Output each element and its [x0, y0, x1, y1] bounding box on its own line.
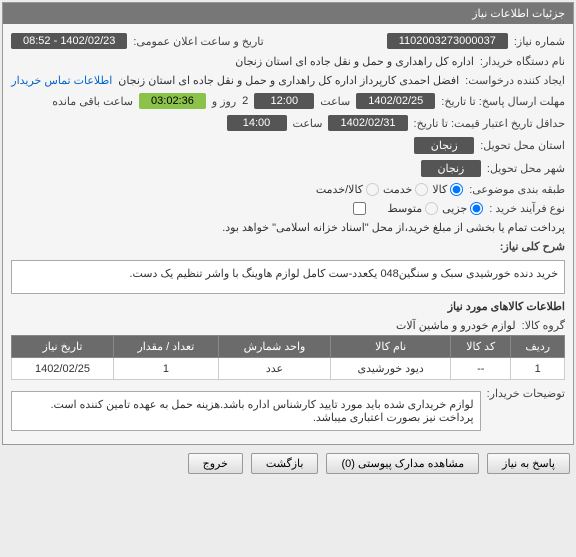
- announce-value: 1402/02/23 - 08:52: [11, 33, 127, 49]
- province-label: استان محل تحویل:: [480, 139, 565, 152]
- validity-label: حداقل تاریخ اعتبار قیمت: تا تاریخ:: [414, 117, 565, 130]
- table-row: 1 -- دیود خورشیدی عدد 1 1402/02/25: [12, 358, 565, 380]
- cell-row: 1: [511, 358, 565, 380]
- province-value: زنجان: [414, 137, 474, 154]
- creator-value: افضل احمدی کارپرداز اداره کل راهداری و ح…: [118, 74, 459, 87]
- cat-both-radio[interactable]: [366, 183, 379, 196]
- back-button[interactable]: بازگشت: [251, 453, 319, 474]
- items-section-title: اطلاعات کالاهای مورد نیاز: [11, 300, 565, 313]
- panel-body: شماره نیاز: 1102003273000037 تاریخ و ساع…: [3, 24, 573, 444]
- time-label-1: ساعت: [320, 95, 350, 108]
- cell-name: دیود خورشیدی: [331, 358, 451, 380]
- cell-code: --: [451, 358, 511, 380]
- cell-unit: عدد: [218, 358, 330, 380]
- buyer-contact-link[interactable]: اطلاعات تماس خریدار: [11, 74, 112, 87]
- respond-button[interactable]: پاسخ به نیاز: [487, 453, 570, 474]
- th-name: نام کالا: [331, 336, 451, 358]
- cell-date: 1402/02/25: [12, 358, 114, 380]
- buyer-notes-label: توضیحات خریدار:: [487, 387, 565, 400]
- desc-box: خرید دنده خورشیدی سبک و سنگین048 یکعدد-س…: [11, 260, 565, 294]
- cell-qty: 1: [113, 358, 218, 380]
- announce-label: تاریخ و ساعت اعلان عمومی:: [133, 35, 263, 48]
- buyer-notes-box: لوازم خریداری شده باید مورد تایید کارشنا…: [11, 391, 481, 431]
- details-panel: جزئیات اطلاعات نیاز شماره نیاز: 11020032…: [2, 2, 574, 445]
- th-qty: تعداد / مقدار: [113, 336, 218, 358]
- items-table: ردیف کد کالا نام کالا واحد شمارش تعداد /…: [11, 335, 565, 380]
- th-row: ردیف: [511, 336, 565, 358]
- proc-partial-label: جزیی: [442, 202, 467, 215]
- payment-note: پرداخت تمام یا بخشی از مبلغ خرید،از محل …: [222, 221, 565, 234]
- validity-date: 1402/02/31: [328, 115, 407, 131]
- creator-label: ایجاد کننده درخواست:: [465, 74, 565, 87]
- attachments-button[interactable]: مشاهده مدارک پیوستی (0): [326, 453, 479, 474]
- exit-button[interactable]: خروج: [188, 453, 243, 474]
- th-unit: واحد شمارش: [218, 336, 330, 358]
- days-and-label: روز و: [212, 95, 236, 108]
- buyer-org-value: اداره کل راهداری و حمل و نقل جاده ای است…: [235, 55, 474, 68]
- th-code: کد کالا: [451, 336, 511, 358]
- footer-buttons: پاسخ به نیاز مشاهده مدارک پیوستی (0) باز…: [0, 447, 576, 480]
- process-label: نوع فرآیند خرید :: [489, 202, 565, 215]
- need-no-value: 1102003273000037: [387, 33, 508, 49]
- deadline-time: 12:00: [254, 93, 314, 109]
- cat-service-radio[interactable]: [415, 183, 428, 196]
- deadline-date: 1402/02/25: [356, 93, 435, 109]
- need-no-label: شماره نیاز:: [514, 35, 565, 48]
- treasury-checkbox[interactable]: [353, 202, 366, 215]
- validity-time: 14:00: [227, 115, 287, 131]
- days-left: 2: [242, 95, 248, 107]
- cat-goods-label: کالا: [432, 183, 447, 196]
- group-label: گروه کالا:: [522, 319, 565, 332]
- proc-medium-radio[interactable]: [425, 202, 438, 215]
- desc-label: شرح کلی نیاز:: [500, 240, 565, 253]
- cat-goods-radio[interactable]: [450, 183, 463, 196]
- buyer-org-label: نام دستگاه خریدار:: [480, 55, 565, 68]
- remaining-label: ساعت باقی مانده: [52, 95, 133, 108]
- time-remaining: 03:02:36: [139, 93, 206, 109]
- cat-service-label: خدمت: [383, 183, 412, 196]
- city-value: زنجان: [421, 160, 481, 177]
- cat-both-label: کالا/خدمت: [316, 183, 363, 196]
- deadline-label: مهلت ارسال پاسخ: تا تاریخ:: [441, 95, 565, 108]
- panel-title: جزئیات اطلاعات نیاز: [3, 3, 573, 24]
- proc-partial-radio[interactable]: [470, 202, 483, 215]
- th-date: تاریخ نیاز: [12, 336, 114, 358]
- time-label-2: ساعت: [293, 117, 323, 130]
- city-label: شهر محل تحویل:: [487, 162, 565, 175]
- category-label: طبقه بندی موضوعی:: [469, 183, 565, 196]
- group-value: لوازم خودرو و ماشین آلات: [396, 319, 516, 332]
- proc-medium-label: متوسط: [388, 202, 423, 215]
